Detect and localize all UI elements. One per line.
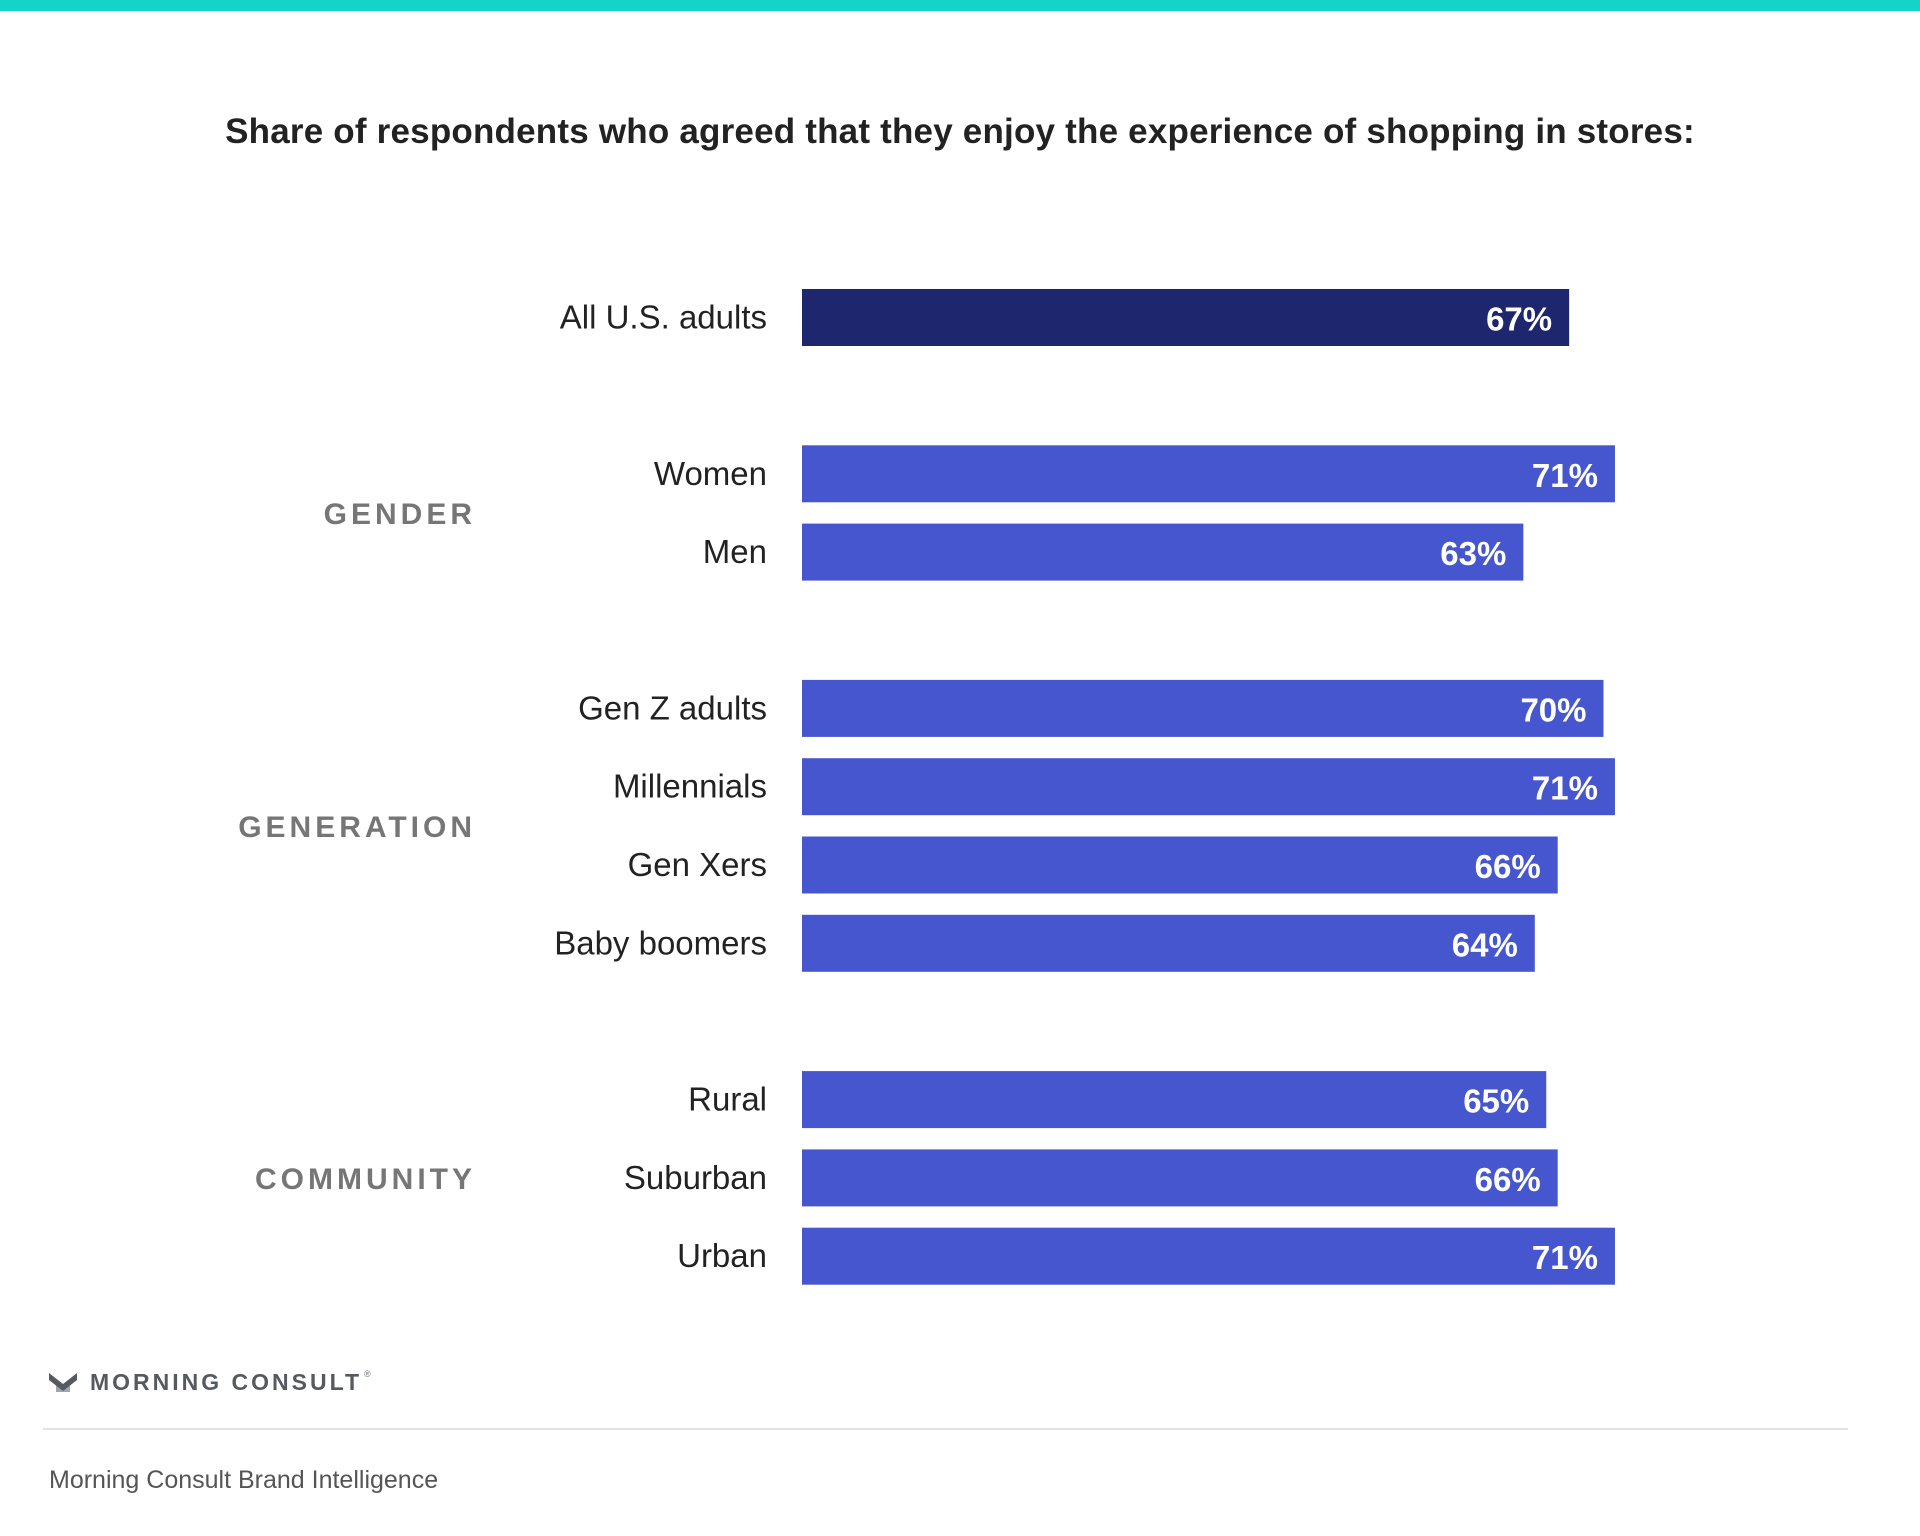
value-label-suburban: 66% <box>1475 1161 1541 1198</box>
category-label-rural: Rural <box>688 1081 767 1118</box>
category-label-urban: Urban <box>677 1237 767 1274</box>
category-label-gen-z-adults: Gen Z adults <box>578 689 767 726</box>
category-label-millennials: Millennials <box>613 768 767 805</box>
bar-rural <box>802 1071 1547 1129</box>
value-label-rural: 65% <box>1463 1083 1529 1120</box>
bar-chart: All U.S. adults 67% Women 71% Men 63% GENDER Ge… <box>238 289 1615 1285</box>
value-label-millennials: 71% <box>1532 770 1598 807</box>
bar-baby-boomers <box>802 914 1535 972</box>
value-label-men: 63% <box>1440 535 1506 572</box>
top-accent-stripe <box>0 0 1920 11</box>
bar-gen-z-adults <box>802 679 1604 737</box>
value-label-gen-xers: 66% <box>1475 848 1541 885</box>
value-label-women: 71% <box>1532 457 1598 494</box>
bar-men <box>802 523 1524 581</box>
morning-consult-m-logo-icon <box>49 1373 77 1392</box>
bar-women <box>802 445 1615 503</box>
group-label-gender: GENDER <box>324 498 476 531</box>
group-label-community: COMMUNITY <box>255 1163 476 1196</box>
source-note: Morning Consult Brand Intelligence <box>49 1466 439 1494</box>
group-label-generation: GENERATION <box>238 811 476 844</box>
category-label-suburban: Suburban <box>624 1159 767 1196</box>
value-label-gen-z-adults: 70% <box>1520 691 1586 728</box>
bar-suburban <box>802 1149 1558 1207</box>
bar-millennials <box>802 758 1615 816</box>
brand-logo: MORNING CONSULT ® <box>48 1367 371 1397</box>
bar-gen-xers <box>802 836 1558 894</box>
category-label-men: Men <box>703 533 767 570</box>
value-label-urban: 71% <box>1532 1239 1598 1276</box>
category-label-baby-boomers: Baby boomers <box>554 924 767 961</box>
value-label-all-u-s-adults: 67% <box>1486 301 1552 338</box>
brand-registered-mark: ® <box>364 1369 371 1379</box>
chart-title: Share of respondents who agreed that the… <box>225 112 1695 151</box>
category-label-all-u-s-adults: All U.S. adults <box>560 299 767 336</box>
brand-name: MORNING CONSULT <box>90 1368 363 1395</box>
value-label-baby-boomers: 64% <box>1452 926 1518 963</box>
bar-all-u-s-adults <box>802 289 1570 346</box>
category-label-women: Women <box>654 455 767 492</box>
category-label-gen-xers: Gen Xers <box>628 846 767 883</box>
footer-divider <box>43 1428 1848 1430</box>
bar-urban <box>802 1227 1615 1285</box>
